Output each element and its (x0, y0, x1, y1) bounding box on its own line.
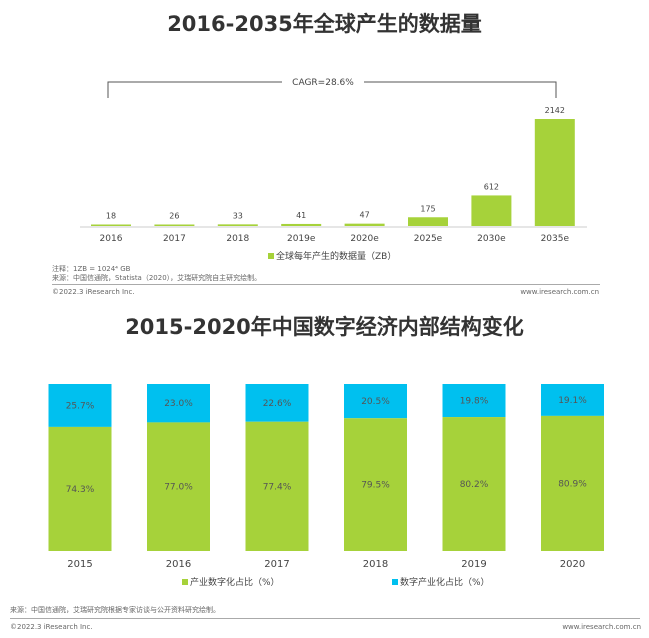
x-tick-label: 2020e (350, 234, 379, 244)
value-label: 20.5% (361, 397, 390, 407)
x-tick-label: 2017 (163, 234, 186, 244)
x-tick-label: 2019 (461, 559, 486, 570)
legend-swatch (182, 579, 188, 585)
bar-2017 (154, 224, 195, 226)
source-2: 来源：中国信通院，艾瑞研究院根据专家访谈与公开资料研究绘制。 (10, 606, 220, 614)
value-label: 79.5% (361, 481, 390, 491)
value-label: 77.4% (263, 482, 292, 492)
bar-industrial-digitization-2018 (344, 418, 407, 551)
x-tick-label: 2018 (363, 559, 388, 570)
x-tick-label: 2030e (477, 234, 506, 244)
x-tick-label: 2025e (414, 234, 443, 244)
legend-swatch (392, 579, 398, 585)
divider (52, 284, 600, 285)
bar-digital-industrialization-2018 (344, 384, 407, 419)
divider (10, 618, 640, 619)
chart1-legend: 全球每年产生的数据量（ZB） (268, 249, 396, 262)
x-tick-label: 2020 (560, 559, 585, 570)
value-label: 33 (233, 211, 243, 220)
value-label: 77.0% (164, 483, 193, 493)
bar-industrial-digitization-2016 (147, 422, 210, 551)
bar-digital-industrialization-2019 (442, 384, 506, 418)
chart2-plot: 25.7% 74.3% 2015 23.0% 77.0% 2016 22.6% 77.4% 20… (48, 384, 604, 570)
bar-2016 (91, 224, 131, 226)
legend-label: 数字产业化占比（%） (400, 578, 490, 588)
value-label: 25.7% (66, 401, 95, 411)
site-url: www.iresearch.com.cn (520, 288, 599, 296)
x-tick-label: 2015 (67, 559, 92, 570)
chart2-legend-1: 产业数字化占比（%） (182, 575, 280, 588)
x-tick-label: 2016 (100, 234, 123, 244)
bar-2019e (281, 223, 322, 226)
legend-swatch (268, 253, 274, 259)
source: 来源：中国信通院，Statista（2020），艾瑞研究院自主研究绘制。 (52, 274, 262, 282)
bar-2030e (471, 195, 512, 226)
x-tick-label: 2017 (264, 559, 289, 570)
bar-2035e (534, 119, 575, 226)
bar-2025e (408, 217, 448, 226)
note: 注释：1ZB = 1024⁴ GB (52, 265, 131, 273)
x-tick-label: 2016 (166, 559, 191, 570)
bar-2020e (344, 223, 385, 226)
cagr-label: CAGR=28.6% (292, 78, 354, 88)
copyright: ©2022.3 iResearch Inc. (52, 288, 135, 296)
chart2-legend-2: 数字产业化占比（%） (392, 575, 490, 588)
site-url-2: www.iresearch.com.cn (562, 623, 641, 631)
bar-digital-industrialization-2017 (245, 384, 309, 422)
value-label: 22.6% (263, 399, 292, 409)
value-label: 74.3% (66, 485, 95, 495)
bar-industrial-digitization-2017 (245, 421, 309, 551)
value-label: 175 (420, 204, 435, 213)
chart1-plot: CAGR=28.6% 18 2016 26 2017 33 2018 41 2019e 47 20… (80, 78, 587, 244)
chart1-title: 2016-2035年全球产生的数据量 (167, 12, 482, 36)
legend-label: 全球每年产生的数据量（ZB） (276, 252, 397, 262)
value-label: 19.1% (558, 396, 587, 406)
bar-2018 (217, 224, 258, 226)
x-tick-label: 2018 (226, 234, 249, 244)
copyright-2: ©2022.3 iResearch Inc. (10, 623, 93, 631)
value-label: 23.0% (164, 399, 193, 409)
chart2-title: 2015-2020年中国数字经济内部结构变化 (125, 315, 524, 339)
bar-industrial-digitization-2015 (48, 426, 112, 551)
legend-label: 产业数字化占比（%） (190, 578, 280, 588)
value-label: 80.2% (460, 480, 489, 490)
x-tick-label: 2019e (287, 234, 316, 244)
value-label: 612 (484, 182, 499, 191)
bar-industrial-digitization-2019 (442, 417, 506, 551)
bar-digital-industrialization-2016 (147, 384, 210, 423)
x-tick-label: 2035e (541, 234, 570, 244)
value-label: 80.9% (558, 479, 587, 489)
value-label: 26 (169, 212, 179, 221)
cagr-bracket (107, 81, 557, 98)
bar-industrial-digitization-2020 (541, 415, 604, 551)
value-label: 2142 (545, 106, 565, 115)
value-label: 47 (360, 211, 370, 220)
value-label: 41 (296, 211, 306, 220)
value-label: 18 (106, 212, 116, 221)
bar-digital-industrialization-2020 (541, 384, 604, 416)
bar-digital-industrialization-2015 (48, 384, 112, 427)
value-label: 19.8% (460, 397, 489, 407)
